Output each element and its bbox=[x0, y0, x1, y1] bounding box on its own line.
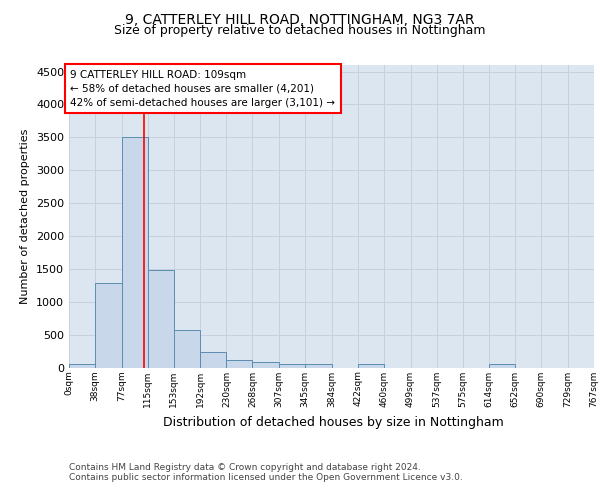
Bar bbox=[489, 364, 515, 368]
Text: Contains HM Land Registry data © Crown copyright and database right 2024.: Contains HM Land Registry data © Crown c… bbox=[69, 464, 421, 472]
Bar bbox=[95, 284, 122, 368]
Bar bbox=[200, 352, 226, 368]
Bar bbox=[358, 364, 384, 368]
Bar bbox=[226, 360, 253, 368]
Y-axis label: Number of detached properties: Number of detached properties bbox=[20, 128, 31, 304]
Bar bbox=[174, 330, 200, 368]
Text: 9 CATTERLEY HILL ROAD: 109sqm
← 58% of detached houses are smaller (4,201)
42% o: 9 CATTERLEY HILL ROAD: 109sqm ← 58% of d… bbox=[70, 70, 335, 108]
Bar bbox=[253, 362, 279, 368]
Bar bbox=[69, 364, 95, 368]
Text: Contains public sector information licensed under the Open Government Licence v3: Contains public sector information licen… bbox=[69, 472, 463, 482]
Bar bbox=[305, 364, 332, 368]
Bar bbox=[122, 138, 148, 368]
Bar bbox=[148, 270, 174, 368]
Text: Size of property relative to detached houses in Nottingham: Size of property relative to detached ho… bbox=[114, 24, 486, 37]
Text: 9, CATTERLEY HILL ROAD, NOTTINGHAM, NG3 7AR: 9, CATTERLEY HILL ROAD, NOTTINGHAM, NG3 … bbox=[125, 12, 475, 26]
Bar bbox=[279, 364, 305, 368]
Text: Distribution of detached houses by size in Nottingham: Distribution of detached houses by size … bbox=[163, 416, 503, 429]
